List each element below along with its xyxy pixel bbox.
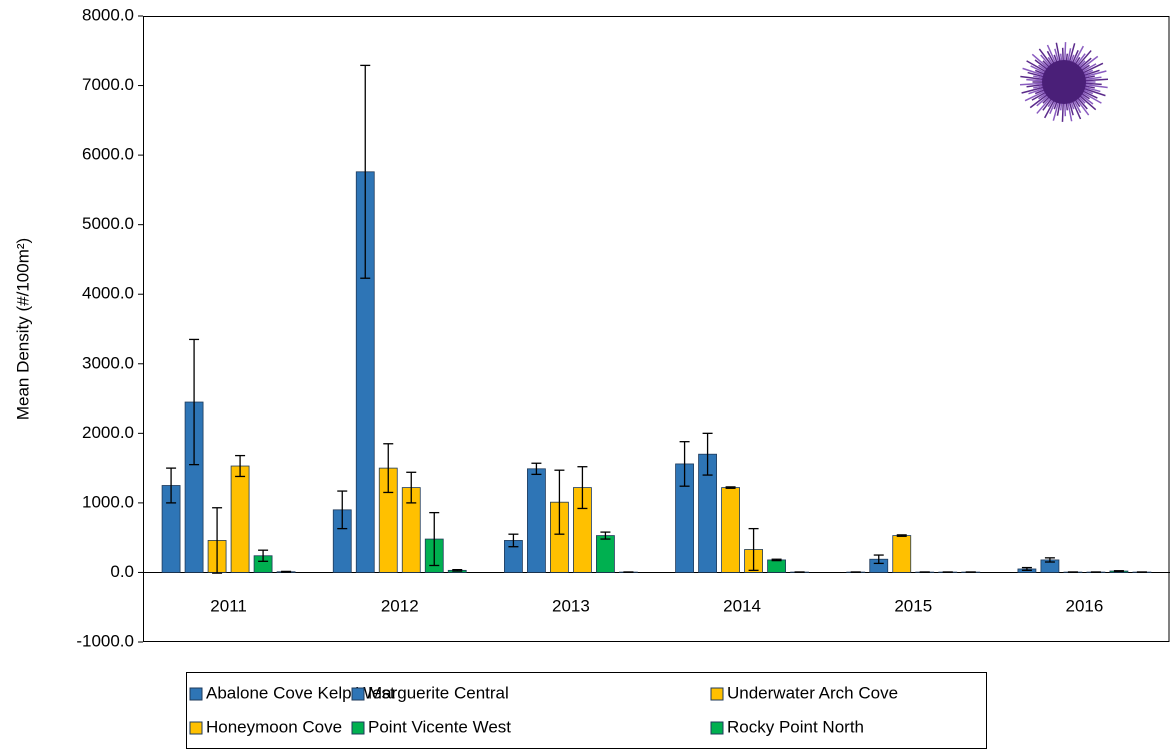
bar [768, 560, 786, 573]
y-tick-label: 0.0 [110, 562, 134, 581]
legend-swatch [352, 688, 364, 700]
bar [596, 536, 614, 573]
bar [527, 469, 545, 573]
urchin-body [1042, 60, 1086, 104]
x-tick-label: 2013 [552, 596, 590, 615]
y-tick-label: 7000.0 [82, 75, 134, 94]
x-tick-label: 2014 [723, 596, 761, 615]
legend-swatch [190, 722, 202, 734]
chart: Mean Density (#/100m²) -1000.0 0.0 1000.0 2… [0, 0, 1170, 756]
error-bar [1114, 571, 1124, 572]
legend-label: Abalone Cove Kelp West [206, 683, 395, 702]
bar [231, 466, 249, 572]
bar [893, 536, 911, 573]
legend-swatch [190, 688, 202, 700]
plot-border [144, 17, 1170, 642]
bar [722, 488, 740, 573]
y-tick-label: 3000.0 [82, 353, 134, 372]
y-tick-label: 2000.0 [82, 423, 134, 442]
y-tick-label: 6000.0 [82, 145, 134, 164]
x-tick-label: 2011 [210, 596, 247, 615]
y-tick-label: 4000.0 [82, 284, 134, 303]
y-tick-label: -1000.0 [76, 631, 134, 650]
x-tick-label: 2012 [381, 596, 419, 615]
x-tick-label: 2016 [1066, 596, 1104, 615]
urchin-icon [1020, 42, 1108, 122]
y-tick-label: 5000.0 [82, 214, 134, 233]
y-tick-label: 1000.0 [82, 492, 134, 511]
legend-swatch [711, 688, 723, 700]
legend-swatch [352, 722, 364, 734]
x-tick-label: 2015 [894, 596, 932, 615]
legend-label: Point Vicente West [368, 717, 511, 736]
y-tick-label: 8000.0 [82, 5, 134, 24]
y-axis-title: Mean Density (#/100m²) [13, 238, 32, 420]
legend-label: Honeymoon Cove [206, 717, 342, 736]
legend-label: Rocky Point North [727, 717, 864, 736]
legend-label: Underwater Arch Cove [727, 683, 898, 702]
legend-label: Marguerite Central [368, 683, 509, 702]
error-bar [281, 571, 291, 572]
legend-swatch [711, 722, 723, 734]
